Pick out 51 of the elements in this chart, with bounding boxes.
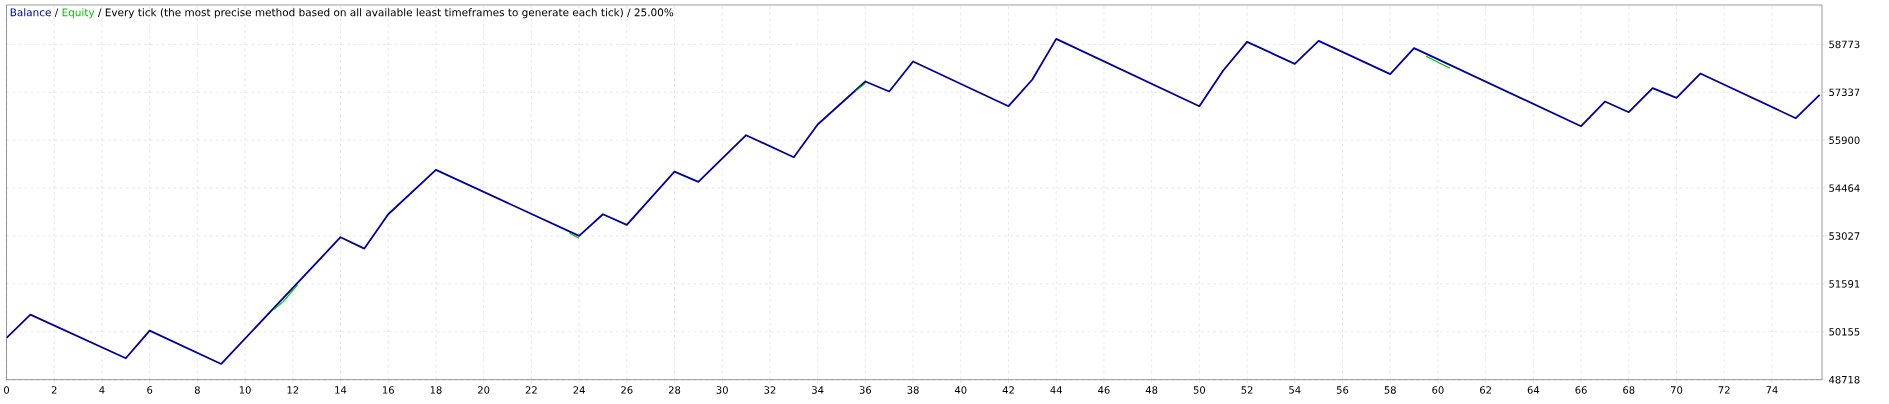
x-tick-label: 32 <box>764 386 776 394</box>
y-tick-label: 55900 <box>1829 136 1860 145</box>
x-tick-label: 18 <box>430 386 442 394</box>
text: Equity <box>62 8 95 19</box>
y-tick-label: 51591 <box>1829 280 1860 288</box>
text: Balance <box>10 8 51 17</box>
x-tick-label: 24 <box>573 386 585 394</box>
x-tick-label: 10 <box>239 386 251 394</box>
y-tick-label: 53027 <box>1829 232 1860 240</box>
x-tick-label: 2 <box>51 386 57 394</box>
x-tick-label: 56 <box>1336 386 1349 394</box>
x-tick-label: 4 <box>99 386 105 394</box>
line-series <box>6 38 1821 366</box>
chart-title: / Every tick (the most precise method based on all available least timeframes to generate each tick) / 25.00% <box>97 8 674 19</box>
x-tick-label: 8 <box>194 386 200 394</box>
x-tick-label: 50 <box>1193 386 1206 394</box>
x-tick-label: 30 <box>716 386 728 394</box>
x-tick-label: 54 <box>1289 386 1301 394</box>
x-tick-label: 14 <box>335 386 347 394</box>
x-tick-label: 42 <box>1002 386 1014 394</box>
y-tick-label: 58773 <box>1829 40 1860 49</box>
y-tick-label: 50155 <box>1829 328 1860 336</box>
x-tick-label: 74 <box>1766 386 1778 394</box>
x-tick-label: 72 <box>1718 386 1730 394</box>
x-tick-label: 46 <box>1098 386 1110 394</box>
x-tick-label: 62 <box>1480 386 1491 394</box>
x-tick-label: 48 <box>1145 386 1158 394</box>
x-tick-label: 26 <box>621 386 633 394</box>
x-tick-label: 52 <box>1241 386 1253 394</box>
x-tick-label: 44 <box>1050 386 1062 394</box>
y-tick-label: 48718 <box>1829 376 1860 384</box>
x-tick-label: 22 <box>525 386 537 394</box>
x-tick-label: 28 <box>668 386 681 394</box>
x-tick-label: 70 <box>1670 386 1683 394</box>
x-tick-label: 66 <box>1575 386 1587 394</box>
x-tick-label: 64 <box>1527 386 1540 394</box>
x-tick-label: 40 <box>954 386 967 394</box>
x-tick-label: 58 <box>1384 386 1396 394</box>
x-tick-label: 68 <box>1623 386 1635 394</box>
annotation: / <box>54 8 59 18</box>
x-tick-label: 34 <box>812 386 824 394</box>
x-tick-label: 16 <box>382 386 394 394</box>
y-tick-label: 57337 <box>1829 88 1860 97</box>
x-tick-label: 20 <box>478 386 490 394</box>
x-tick-label: 6 <box>147 386 153 394</box>
x-tick-label: 0 <box>4 386 10 394</box>
x-tick-label: 36 <box>859 386 872 394</box>
x-tick-label: 38 <box>907 386 919 394</box>
x-tick-label: 12 <box>287 386 299 394</box>
y-tick-label: 54464 <box>1829 184 1860 193</box>
x-tick-label: 60 <box>1432 386 1444 394</box>
